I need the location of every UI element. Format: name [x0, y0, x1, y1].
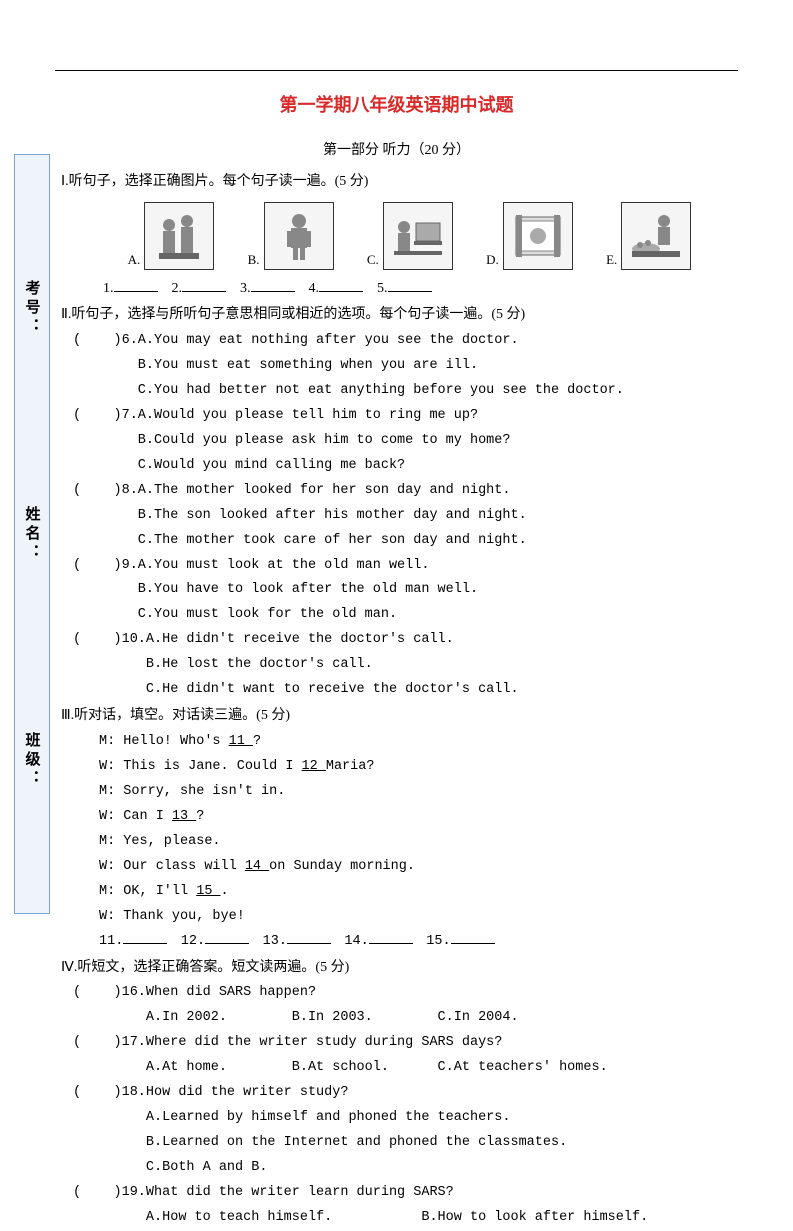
dialog-line-1: M: Hello! Who's 11 ?: [99, 730, 738, 755]
image-label: D.: [486, 252, 499, 268]
image-box-c: [383, 202, 453, 270]
sidebar: 考号： 姓名： 班级：: [14, 154, 50, 914]
q18: ( )18.How did the writer study?: [73, 1081, 738, 1106]
sidebar-exam-number: 考号：: [22, 280, 43, 337]
q10-c: C.He didn't want to receive the doctor's…: [73, 678, 738, 703]
dialog-line-7: M: OK, I'll 15 .: [99, 880, 738, 905]
sidebar-name: 姓名：: [22, 506, 43, 563]
q19: ( )19.What did the writer learn during S…: [73, 1181, 738, 1206]
dialog-line-4: W: Can I 13 ?: [99, 805, 738, 830]
q8-a: ( )8.A.The mother looked for her son day…: [73, 479, 738, 504]
section-1-blanks: 1. 2. 3. 4. 5.: [103, 276, 738, 303]
image-label: B.: [248, 252, 260, 268]
q7-b: B.Could you please ask him to come to my…: [73, 429, 738, 454]
q10-b: B.He lost the doctor's call.: [73, 653, 738, 678]
section-3-blanks: 11. 12. 13. 14. 15.: [99, 930, 738, 955]
dialog-line-8: W: Thank you, bye!: [99, 905, 738, 930]
dialog-line-6: W: Our class will 14 on Sunday morning.: [99, 855, 738, 880]
q16: ( )16.When did SARS happen?: [73, 981, 738, 1006]
section-1-heading: Ⅰ.听句子，选择正确图片。每个句子读一遍。(5 分): [61, 169, 738, 196]
top-divider: [55, 70, 738, 71]
q6-c: C.You had better not eat anything before…: [73, 379, 738, 404]
page-title: 第一学期八年级英语期中试题: [55, 91, 738, 117]
section-4-heading: Ⅳ.听短文，选择正确答案。短文读两遍。(5 分): [61, 955, 738, 982]
image-label: E.: [606, 252, 617, 268]
q17: ( )17.Where did the writer study during …: [73, 1031, 738, 1056]
image-option-c: C.: [367, 202, 453, 270]
q7-c: C.Would you mind calling me back?: [73, 454, 738, 479]
section-3-heading: Ⅲ.听对话，填空。对话读三遍。(5 分): [61, 703, 738, 730]
q18-b: B.Learned on the Internet and phoned the…: [73, 1131, 738, 1156]
image-options-row: A. B. C. D. E.: [111, 202, 708, 270]
image-option-e: E.: [606, 202, 691, 270]
image-box-a: [144, 202, 214, 270]
image-option-b: B.: [248, 202, 334, 270]
q6-b: B.You must eat something when you are il…: [73, 354, 738, 379]
dialog-line-2: W: This is Jane. Could I 12 Maria?: [99, 755, 738, 780]
image-option-a: A.: [128, 202, 215, 270]
section-2-heading: Ⅱ.听句子，选择与所听句子意思相同或相近的选项。每个句子读一遍。(5 分): [61, 302, 738, 329]
q10-a: ( )10.A.He didn't receive the doctor's c…: [73, 628, 738, 653]
page-subtitle: 第一部分 听力（20 分）: [55, 139, 738, 159]
image-box-b: [264, 202, 334, 270]
q9-c: C.You must look for the old man.: [73, 603, 738, 628]
q6-a: ( )6.A.You may eat nothing after you see…: [73, 329, 738, 354]
image-label: C.: [367, 252, 379, 268]
q8-c: C.The mother took care of her son day an…: [73, 529, 738, 554]
image-box-e: [621, 202, 691, 270]
q17-opts: A.At home. B.At school. C.At teachers' h…: [73, 1056, 738, 1081]
image-option-d: D.: [486, 202, 573, 270]
dialog-line-3: M: Sorry, she isn't in.: [99, 780, 738, 805]
q19-opts: A.How to teach himself. B.How to look af…: [73, 1206, 738, 1231]
sidebar-class: 班级：: [22, 732, 43, 789]
content-area: Ⅰ.听句子，选择正确图片。每个句子读一遍。(5 分) A. B. C. D. E…: [61, 169, 738, 1231]
q9-a: ( )9.A.You must look at the old man well…: [73, 554, 738, 579]
image-box-d: [503, 202, 573, 270]
q8-b: B.The son looked after his mother day an…: [73, 504, 738, 529]
q16-opts: A.In 2002. B.In 2003. C.In 2004.: [73, 1006, 738, 1031]
q7-a: ( )7.A.Would you please tell him to ring…: [73, 404, 738, 429]
image-label: A.: [128, 252, 141, 268]
dialog-line-5: M: Yes, please.: [99, 830, 738, 855]
q9-b: B.You have to look after the old man wel…: [73, 578, 738, 603]
q18-a: A.Learned by himself and phoned the teac…: [73, 1106, 738, 1131]
q18-c: C.Both A and B.: [73, 1156, 738, 1181]
